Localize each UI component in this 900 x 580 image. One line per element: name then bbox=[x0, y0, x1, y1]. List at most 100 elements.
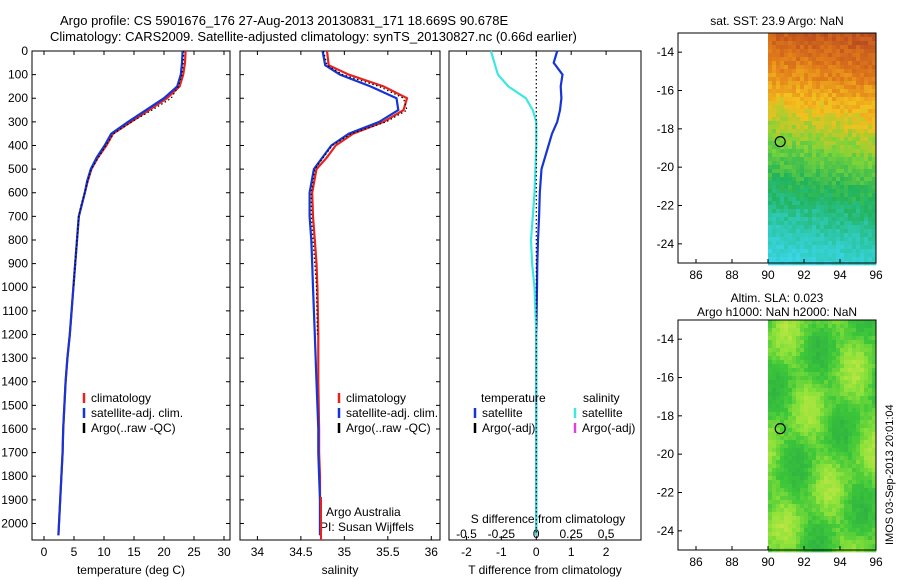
heatmap-cell bbox=[808, 508, 813, 513]
heatmap-cell bbox=[768, 540, 773, 545]
heatmap-cell bbox=[864, 412, 869, 417]
heatmap-cell bbox=[848, 149, 853, 154]
heatmap-cell bbox=[800, 257, 805, 262]
heatmap-cell bbox=[824, 197, 829, 202]
legend-label: satellite-adj. clim. bbox=[91, 406, 183, 420]
heatmap-cell bbox=[824, 432, 829, 437]
heatmap-cell bbox=[808, 141, 813, 146]
heatmap-cell bbox=[864, 233, 869, 238]
heatmap-cell bbox=[804, 73, 809, 78]
heatmap-cell bbox=[788, 233, 793, 238]
heatmap-cell bbox=[772, 472, 777, 477]
heatmap-cell bbox=[836, 440, 841, 445]
heatmap-cell bbox=[868, 368, 873, 373]
heatmap-cell bbox=[868, 161, 873, 166]
heatmap-cell bbox=[844, 476, 849, 481]
heatmap-cell bbox=[860, 444, 865, 449]
heatmap-cell bbox=[856, 340, 861, 345]
heatmap-cell bbox=[772, 372, 777, 377]
heatmap-cell bbox=[848, 356, 853, 361]
heatmap-cell bbox=[780, 336, 785, 341]
heatmap-cell bbox=[800, 400, 805, 405]
y-tick-label: -22 bbox=[657, 199, 675, 213]
heatmap-cell bbox=[792, 476, 797, 481]
heatmap-cell bbox=[788, 153, 793, 158]
heatmap-cell bbox=[816, 368, 821, 373]
heatmap-cell bbox=[800, 508, 805, 513]
heatmap-cell bbox=[772, 424, 777, 429]
heatmap-cell bbox=[824, 101, 829, 106]
heatmap-cell bbox=[804, 217, 809, 222]
heatmap-cell bbox=[856, 193, 861, 198]
y-tick-label: 600 bbox=[8, 186, 28, 200]
heatmap-cell bbox=[788, 237, 793, 242]
heatmap-cell bbox=[772, 245, 777, 250]
map-title-line-2: Argo h1000: NaN h2000: NaN bbox=[697, 305, 857, 319]
heatmap-cell bbox=[824, 484, 829, 489]
heatmap-cell bbox=[788, 157, 793, 162]
heatmap-cell bbox=[824, 137, 829, 142]
heatmap-cell bbox=[856, 253, 861, 258]
heatmap-cell bbox=[800, 332, 805, 337]
heatmap-cell bbox=[800, 37, 805, 42]
heatmap-cell bbox=[792, 149, 797, 154]
heatmap-cell bbox=[776, 65, 781, 70]
heatmap-cell bbox=[792, 45, 797, 50]
heatmap-cell bbox=[848, 101, 853, 106]
heatmap-cell bbox=[828, 33, 833, 38]
heatmap-cell bbox=[796, 245, 801, 250]
heatmap-cell bbox=[848, 544, 853, 549]
heatmap-cell bbox=[800, 452, 805, 457]
heatmap-cell bbox=[828, 101, 833, 106]
heatmap-cell bbox=[800, 61, 805, 66]
heatmap-cell bbox=[856, 129, 861, 134]
heatmap-cell bbox=[868, 364, 873, 369]
heatmap-cell bbox=[868, 49, 873, 54]
heatmap-cell bbox=[816, 193, 821, 198]
heatmap-cell bbox=[828, 368, 833, 373]
heatmap-cell bbox=[856, 225, 861, 230]
heatmap-cell bbox=[812, 412, 817, 417]
heatmap-cell bbox=[836, 352, 841, 357]
heatmap-cell bbox=[864, 101, 869, 106]
heatmap-cell bbox=[852, 233, 857, 238]
heatmap-cell bbox=[868, 41, 873, 46]
heatmap-cell bbox=[772, 109, 777, 114]
heatmap-cell bbox=[848, 456, 853, 461]
heatmap-cell bbox=[840, 336, 845, 341]
heatmap-cell bbox=[816, 41, 821, 46]
heatmap-cell bbox=[848, 165, 853, 170]
heatmap-cell bbox=[800, 205, 805, 210]
heatmap-cell bbox=[872, 221, 877, 226]
heatmap-cell bbox=[828, 225, 833, 230]
heatmap-cell bbox=[836, 396, 841, 401]
heatmap-cell bbox=[772, 81, 777, 86]
heatmap-cell bbox=[864, 245, 869, 250]
heatmap-cell bbox=[780, 520, 785, 525]
heatmap-cell bbox=[792, 484, 797, 489]
heatmap-cell bbox=[788, 97, 793, 102]
heatmap-cell bbox=[812, 448, 817, 453]
heatmap-cell bbox=[804, 69, 809, 74]
heatmap-cell bbox=[784, 344, 789, 349]
heatmap-cell bbox=[820, 496, 825, 501]
heatmap-cell bbox=[788, 177, 793, 182]
heatmap-cell bbox=[872, 145, 877, 150]
heatmap-cell bbox=[840, 49, 845, 54]
heatmap-cell bbox=[860, 37, 865, 42]
heatmap-cell bbox=[864, 440, 869, 445]
y-tick-label: -14 bbox=[657, 45, 675, 59]
heatmap-cell bbox=[848, 424, 853, 429]
heatmap-cell bbox=[860, 173, 865, 178]
heatmap-cell bbox=[816, 157, 821, 162]
heatmap-cell bbox=[820, 388, 825, 393]
heatmap-cell bbox=[800, 229, 805, 234]
heatmap-cell bbox=[812, 352, 817, 357]
heatmap-cell bbox=[772, 448, 777, 453]
heatmap-cell bbox=[816, 253, 821, 258]
heatmap-cell bbox=[832, 424, 837, 429]
heatmap-cell bbox=[788, 117, 793, 122]
heatmap-cell bbox=[816, 528, 821, 533]
heatmap-cell bbox=[796, 368, 801, 373]
